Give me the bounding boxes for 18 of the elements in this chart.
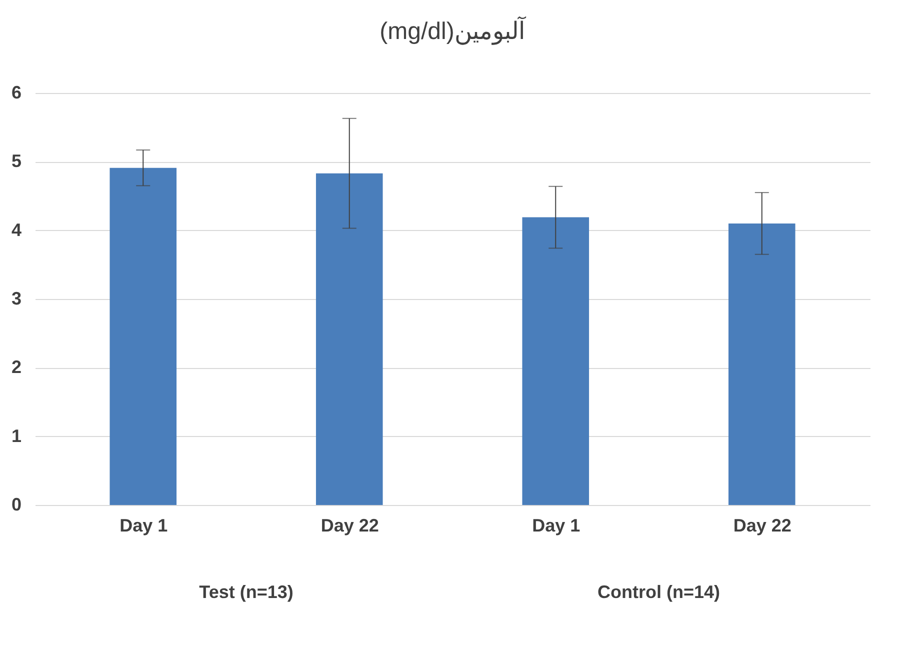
- y-tick-label: 3: [11, 288, 22, 308]
- text: Test (n=13): [199, 582, 294, 602]
- chart-title: (mg/dl)آلبومین: [380, 16, 526, 45]
- y-tick-label: 4: [11, 220, 22, 240]
- y-tick-label: 6: [11, 82, 22, 102]
- y-tick-label: 5: [11, 151, 22, 172]
- bar: [110, 168, 177, 505]
- x-tick-label: Day 1: [532, 516, 580, 536]
- y-tick-label: 0: [11, 494, 22, 514]
- text: Control (n=14): [597, 582, 720, 602]
- x-tick-label: Day 22: [733, 516, 792, 536]
- bar: [522, 217, 590, 505]
- bar: [728, 223, 796, 505]
- x-tick-label: Day 1: [120, 516, 168, 536]
- y-tick-label: 1: [11, 426, 22, 446]
- x-tick-label: Day 22: [320, 516, 379, 536]
- bar: [316, 173, 383, 505]
- y-tick-label: 2: [11, 357, 22, 378]
